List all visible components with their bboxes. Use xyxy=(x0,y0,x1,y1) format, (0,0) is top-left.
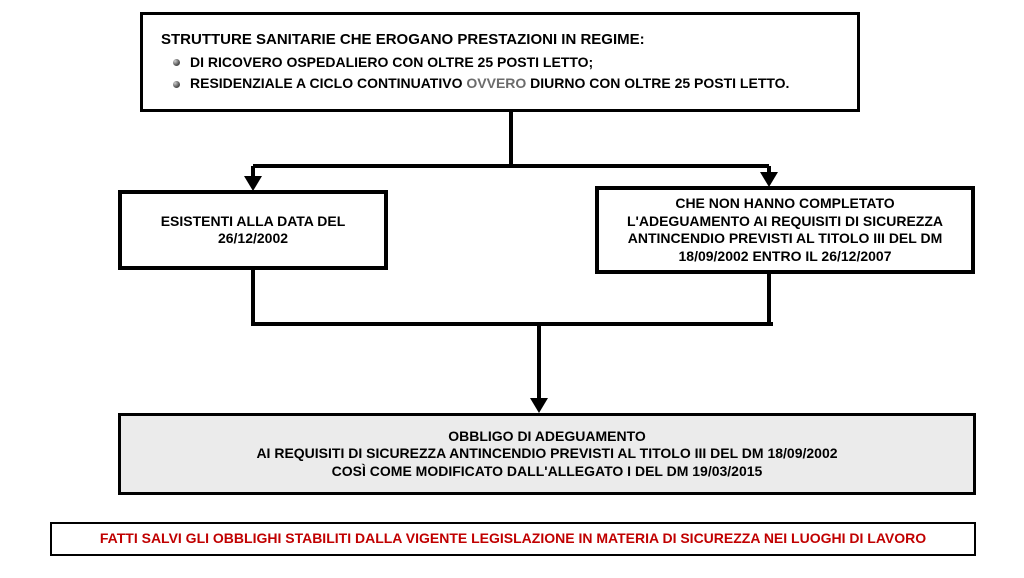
connector-line xyxy=(251,270,255,326)
bullet-2-post: DIURNO CON OLTRE 25 POSTI LETTO. xyxy=(526,75,789,91)
footer-box: FATTI SALVI GLI OBBLIGHI STABILITI DALLA… xyxy=(50,522,976,556)
bullet-2-text: RESIDENZIALE A CICLO CONTINUATIVO OVVERO… xyxy=(190,75,789,93)
grey-line3: COSÌ COME MODIFICATO DALL'ALLEGATO I DEL… xyxy=(332,463,763,481)
bullet-row-2: RESIDENZIALE A CICLO CONTINUATIVO OVVERO… xyxy=(161,75,789,93)
right-line4: 18/09/2002 ENTRO IL 26/12/2007 xyxy=(679,248,892,266)
bullet-icon xyxy=(173,59,180,66)
left-box: ESISTENTI ALLA DATA DEL 26/12/2002 xyxy=(118,190,388,270)
arrow-down-icon xyxy=(760,172,778,187)
connector-line xyxy=(253,164,769,168)
connector-line xyxy=(537,324,541,400)
connector-line xyxy=(767,274,771,326)
left-line2: 26/12/2002 xyxy=(218,230,288,248)
right-line1: CHE NON HANNO COMPLETATO xyxy=(675,195,894,213)
connector-line xyxy=(509,112,513,168)
bullet-2-ovvero: OVVERO xyxy=(466,75,526,91)
arrow-down-icon xyxy=(244,176,262,191)
right-line2: L'ADEGUAMENTO AI REQUISITI DI SICUREZZA xyxy=(627,213,943,231)
bullet-1-text: DI RICOVERO OSPEDALIERO CON OLTRE 25 POS… xyxy=(190,54,593,72)
bullet-row-1: DI RICOVERO OSPEDALIERO CON OLTRE 25 POS… xyxy=(161,54,593,72)
bullet-icon xyxy=(173,81,180,88)
right-line3: ANTINCENDIO PREVISTI AL TITOLO III DEL D… xyxy=(628,230,943,248)
top-box: STRUTTURE SANITARIE CHE EROGANO PRESTAZI… xyxy=(140,12,860,112)
left-line1: ESISTENTI ALLA DATA DEL xyxy=(161,213,346,231)
arrow-down-icon xyxy=(530,398,548,413)
bullet-2-pre: RESIDENZIALE A CICLO CONTINUATIVO xyxy=(190,75,466,91)
top-title: STRUTTURE SANITARIE CHE EROGANO PRESTAZI… xyxy=(161,31,645,50)
connector-line xyxy=(253,322,773,326)
grey-line1: OBBLIGO DI ADEGUAMENTO xyxy=(448,428,646,446)
footer-text: FATTI SALVI GLI OBBLIGHI STABILITI DALLA… xyxy=(100,530,926,548)
grey-line2: AI REQUISITI DI SICUREZZA ANTINCENDIO PR… xyxy=(256,445,837,463)
grey-box: OBBLIGO DI ADEGUAMENTO AI REQUISITI DI S… xyxy=(118,413,976,495)
right-box: CHE NON HANNO COMPLETATO L'ADEGUAMENTO A… xyxy=(595,186,975,274)
